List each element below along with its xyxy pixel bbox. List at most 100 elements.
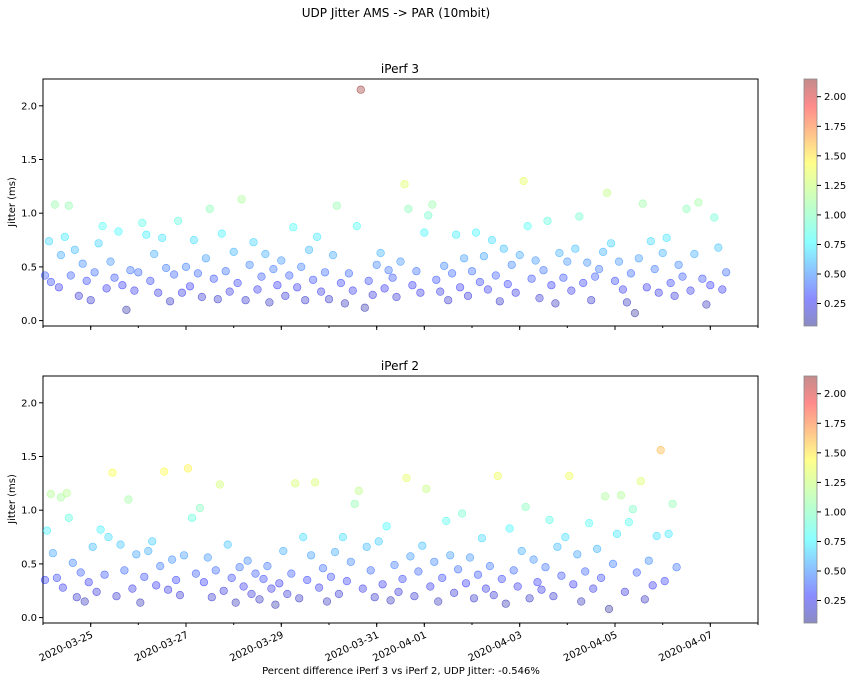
data-point — [168, 555, 177, 564]
data-point — [446, 551, 455, 560]
data-point — [592, 544, 602, 554]
data-point — [346, 557, 355, 566]
data-point — [694, 198, 703, 207]
data-point — [537, 585, 546, 594]
data-point — [289, 223, 298, 232]
data-point — [132, 550, 141, 559]
data-point — [215, 480, 224, 489]
data-point — [545, 515, 554, 525]
data-point — [418, 541, 427, 550]
data-point — [477, 534, 487, 543]
data-point — [100, 570, 109, 579]
data-point — [209, 274, 218, 283]
data-point — [485, 561, 495, 571]
data-point — [656, 446, 665, 455]
data-point — [598, 247, 608, 256]
data-point — [285, 271, 294, 280]
data-point — [207, 593, 216, 602]
data-point — [293, 283, 302, 292]
data-point — [549, 592, 558, 601]
colorbar-tick-label: 1.75 — [824, 419, 846, 430]
data-point — [60, 232, 69, 241]
data-point — [456, 283, 465, 292]
data-point — [46, 490, 56, 499]
panel-title: iPerf 2 — [381, 359, 419, 373]
data-point — [233, 278, 242, 288]
data-point — [152, 581, 161, 590]
data-point — [241, 296, 250, 305]
data-point — [368, 290, 377, 300]
data-point — [239, 582, 248, 591]
data-point — [551, 299, 560, 308]
data-point — [682, 204, 691, 213]
data-point — [140, 572, 149, 581]
data-point — [420, 228, 429, 237]
data-point — [98, 222, 107, 231]
data-point — [174, 216, 183, 225]
data-point — [503, 280, 512, 289]
data-point — [376, 248, 385, 258]
data-point — [362, 542, 371, 551]
data-point — [112, 592, 121, 601]
data-point — [620, 587, 630, 597]
data-point — [249, 238, 258, 247]
data-point — [666, 278, 675, 288]
data-point — [291, 479, 300, 488]
data-point — [58, 583, 68, 592]
data-point — [650, 265, 659, 274]
x-tick-label: 2020-04-07 — [657, 630, 714, 665]
data-point — [630, 309, 640, 318]
data-point — [324, 295, 334, 304]
data-point — [350, 499, 359, 508]
data-point — [481, 584, 491, 593]
data-point — [56, 493, 66, 502]
data-point — [380, 284, 389, 293]
data-point — [600, 492, 610, 501]
data-point — [255, 595, 264, 604]
data-point — [392, 292, 401, 302]
data-point — [146, 276, 155, 286]
data-point — [448, 269, 457, 278]
data-point — [279, 546, 288, 556]
data-point — [698, 274, 707, 283]
data-point — [193, 269, 202, 278]
data-point — [493, 471, 502, 481]
data-point — [179, 551, 189, 560]
data-point — [154, 288, 163, 297]
data-point — [269, 265, 278, 274]
data-point — [78, 259, 87, 268]
data-point — [483, 285, 493, 294]
data-point — [68, 558, 77, 568]
data-point — [668, 499, 677, 508]
data-point — [295, 594, 304, 603]
data-point — [301, 296, 310, 305]
data-point — [189, 236, 198, 245]
data-point — [114, 227, 123, 236]
data-point — [567, 286, 576, 295]
data-point — [364, 276, 373, 286]
data-point — [322, 597, 332, 606]
data-point — [354, 486, 363, 496]
data-point — [40, 271, 50, 280]
colorbar-tick-label: 1.50 — [824, 448, 846, 459]
data-point — [102, 284, 111, 293]
data-point — [177, 288, 187, 297]
data-point — [402, 473, 411, 483]
data-point — [529, 555, 538, 564]
data-point — [440, 261, 449, 271]
data-point — [722, 268, 731, 277]
data-point — [606, 239, 616, 248]
data-point — [320, 268, 330, 277]
data-point — [573, 550, 582, 559]
panel-iperf3: iPerf 3 Jitter (ms) 0.0 0.5 1.0 1.5 2.0 … — [7, 62, 846, 330]
data-point — [342, 576, 352, 586]
data-point — [88, 542, 97, 551]
data-point — [166, 297, 175, 306]
data-point — [118, 281, 127, 290]
data-point — [203, 553, 212, 562]
data-point — [219, 586, 228, 595]
data-point — [231, 598, 240, 607]
data-point — [525, 594, 534, 603]
data-point — [187, 513, 197, 522]
data-point — [594, 265, 604, 274]
